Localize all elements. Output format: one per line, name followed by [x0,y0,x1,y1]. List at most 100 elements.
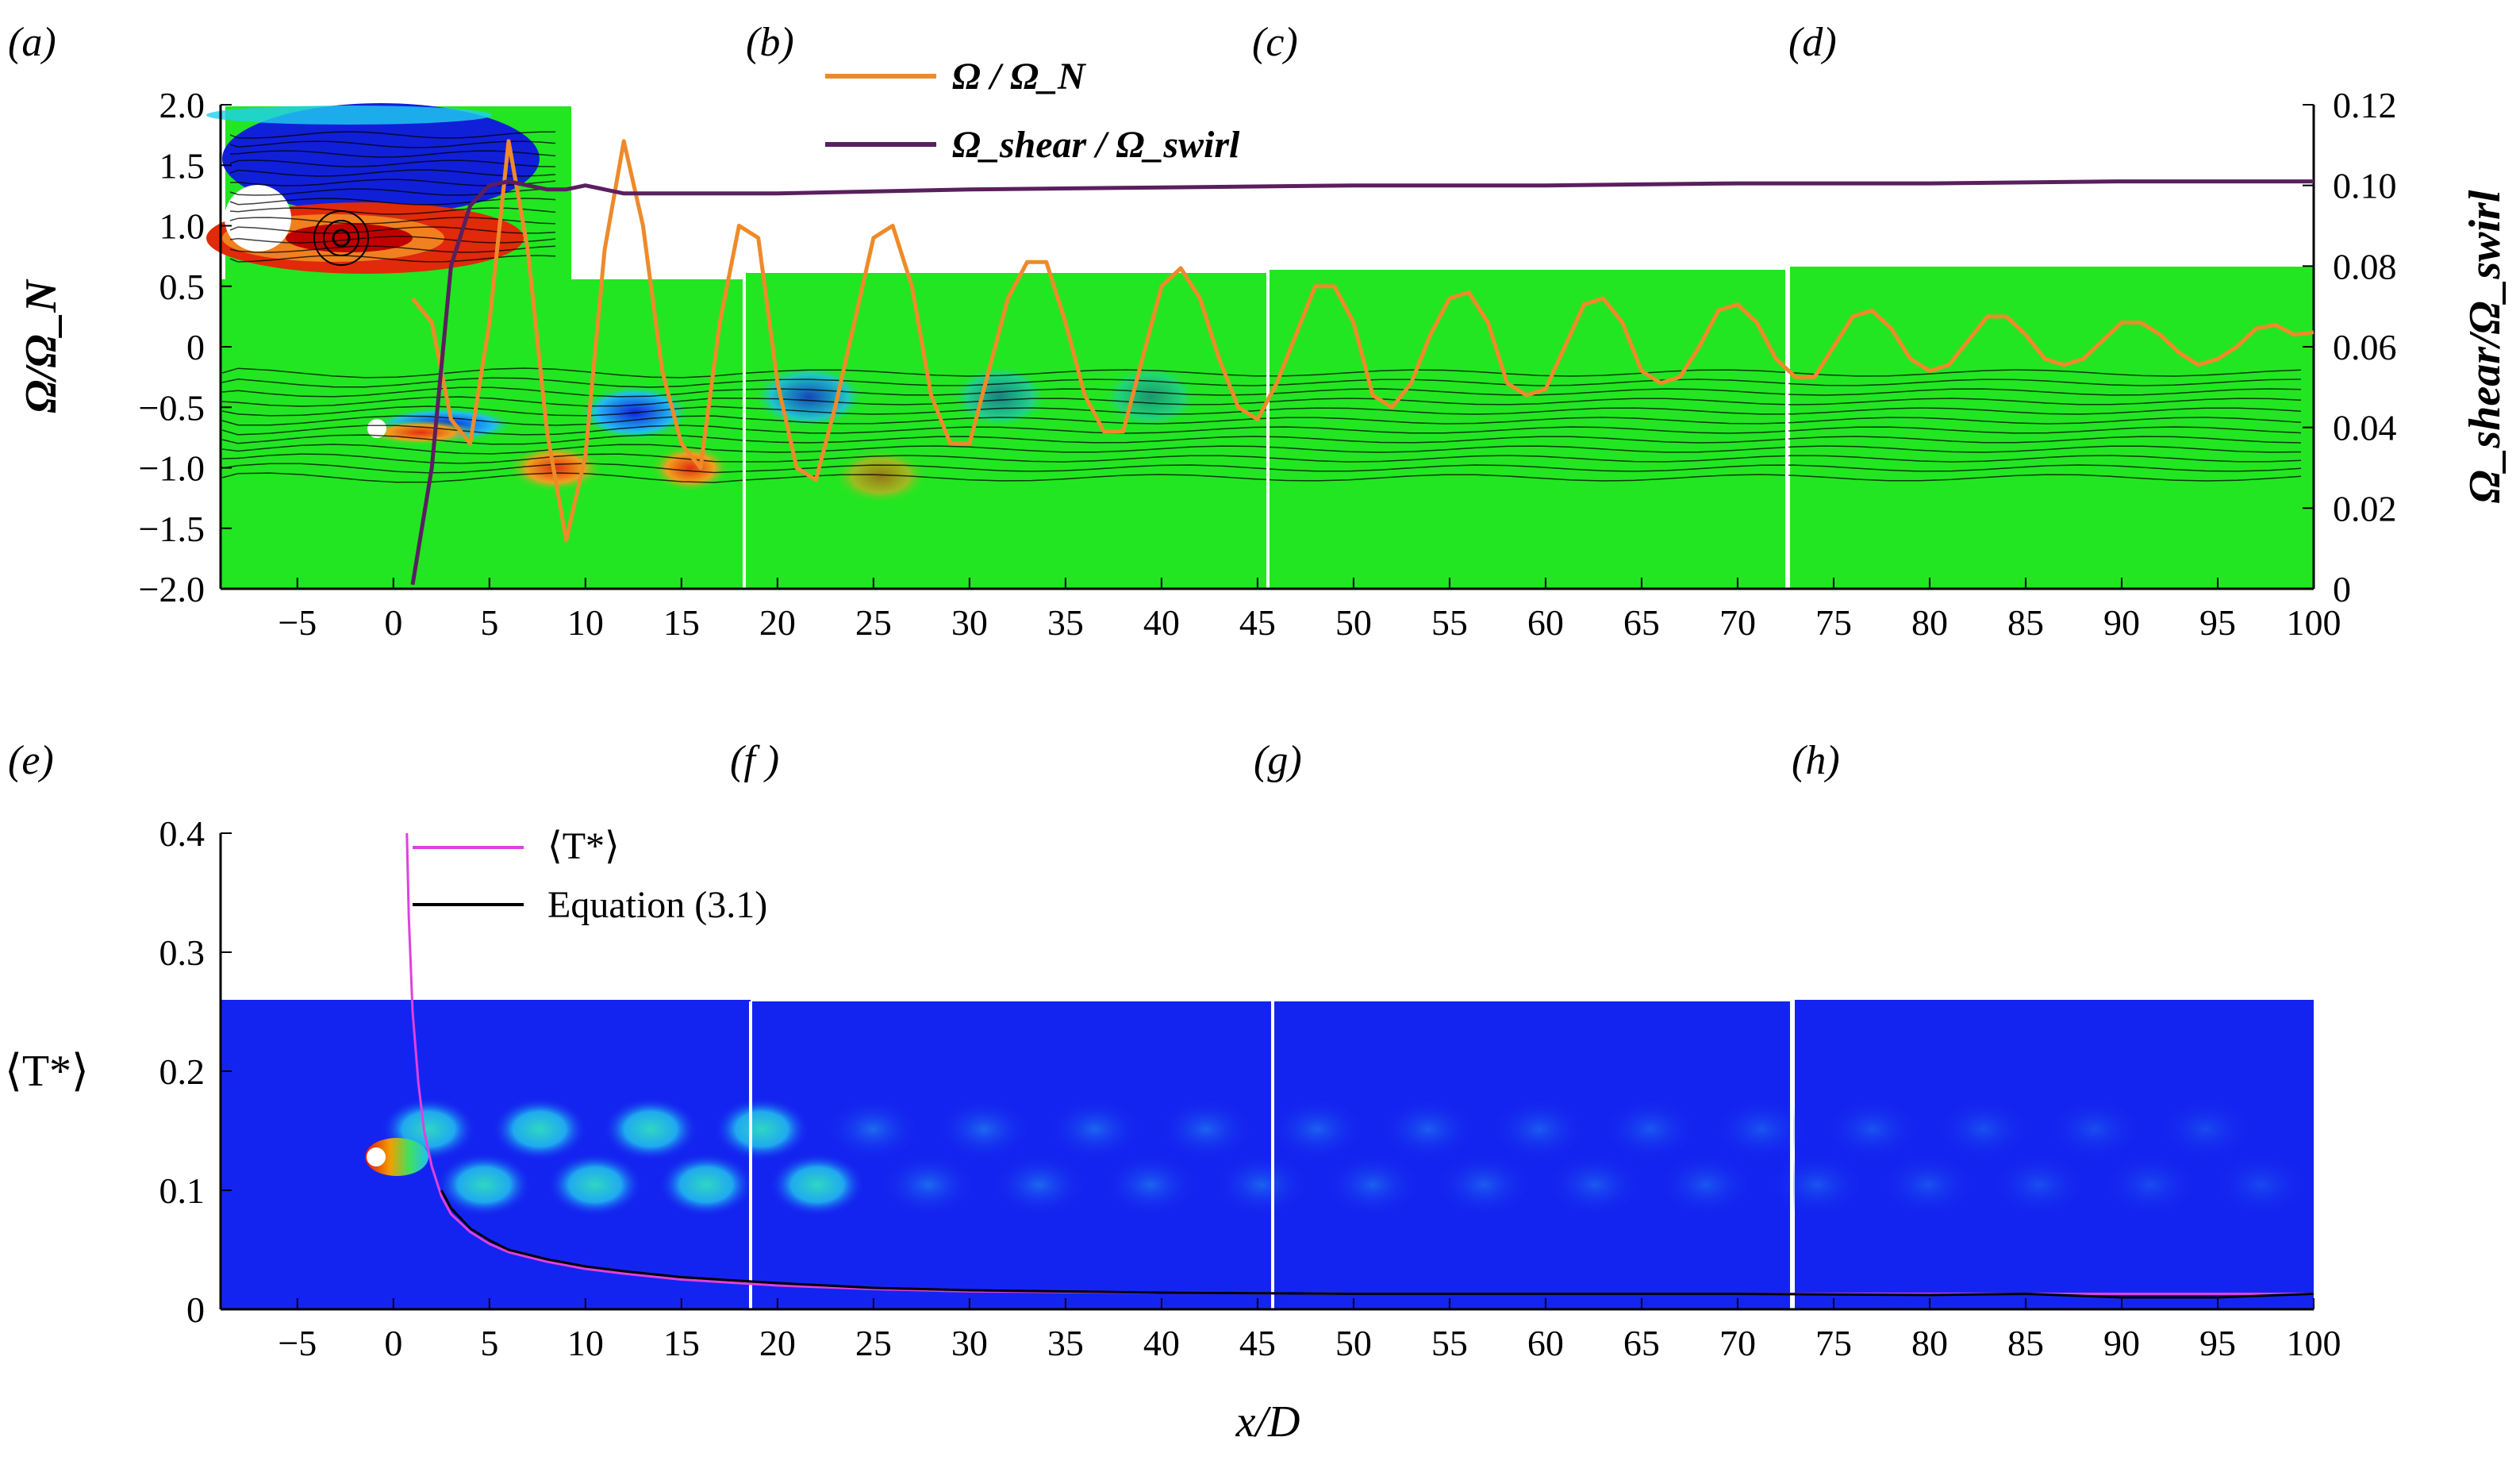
vortex-blob-4 [603,1097,698,1161]
vortex-blob-9 [881,1153,976,1216]
top-y-tick-label-8: 2.0 [159,85,206,125]
streamline-10 [221,463,2302,474]
panel-label-h: (h) [1792,738,1840,783]
vortex-blob-29 [1992,1153,2087,1216]
bottom-axes: −5 0 5 10 15 20 25 30 35 40 45 50 55 60 65 70 75 80 85 90 95… [159,813,2341,1363]
vortex-blob-3 [547,1153,643,1216]
inset-streamline-6 [229,188,556,196]
bottom-series-line-1 [440,1189,2314,1299]
inset-streamline-0 [229,131,556,139]
vortex-blob-1 [436,1153,532,1216]
top-x-tick-label-18: 85 [2007,602,2044,643]
top-x-tick-label-12: 55 [1431,602,1468,643]
vortex-blob-11 [992,1153,1087,1216]
vortex-blob-6 [714,1097,809,1161]
top-x-tick-label-20: 95 [2199,602,2236,643]
vortex-blob-26 [1825,1097,1920,1161]
top-x-tick-label-19: 90 [2103,602,2140,643]
top-ylabel-right: Ω_shear/Ω_swirl [2460,190,2510,503]
panel-label-g: (g) [1254,738,1302,783]
vortex-blob-13 [1103,1153,1198,1216]
top-axes: −5 0 5 10 15 20 25 30 35 40 45 50 55 60 65 70 75 80 85 90 95… [139,85,2397,643]
inset-streamline-3 [229,159,556,167]
top-x-tick-label-14: 65 [1623,602,1660,643]
panel-label-d: (d) [1788,20,1837,65]
inset-streamline-4 [229,169,556,177]
bottom-x-tick-label-6: 25 [855,1323,892,1363]
bottom-x-tick-label-18: 85 [2007,1323,2044,1363]
bottom-x-tick-label-9: 40 [1143,1323,1180,1363]
top-x-tick-label-9: 40 [1143,602,1180,643]
top-y2-tick-label-6: 0.12 [2333,85,2397,125]
top-x-tick-label-1: 0 [384,602,402,643]
top-legend: Ω / Ω_N Ω_shear / Ω_swirl [825,56,1240,166]
bottom-y-tick-label-4: 0.4 [159,813,206,854]
top-y-tick-label-5: 0.5 [159,267,206,307]
top-x-tick-label-17: 80 [1911,602,1948,643]
top-y-tick-label-6: 1.0 [159,206,206,247]
top-x-tick-label-7: 30 [951,602,988,643]
vortex-blob-21 [1547,1153,1642,1216]
top-x-tick-label-21: 100 [2287,602,2341,643]
bottom-x-tick-label-21: 100 [2287,1323,2341,1363]
top-y2-tick-label-5: 0.10 [2333,166,2397,206]
streamline-4 [221,405,2302,417]
top-y2-tick-label-4: 0.08 [2333,246,2397,286]
legend-eq: Equation (3.1) [547,884,767,926]
panel-label-b: (b) [746,20,794,65]
panel-label-a: (a) [8,20,56,65]
bottom-y-tick-label-1: 0.1 [159,1170,206,1211]
bottom-x-tick-label-3: 10 [567,1323,604,1363]
cylinder-main [367,419,386,438]
vortex-blob-28 [1936,1097,2031,1161]
bottom-y-tick-label-2: 0.2 [159,1051,206,1092]
inset-streamline-13 [229,255,556,263]
bottom-x-tick-label-1: 0 [384,1323,402,1363]
top-y-tick-label-0: −2.0 [139,569,205,609]
bottom-x-tick-label-20: 95 [2199,1323,2236,1363]
vortex-blob-5 [659,1153,754,1216]
legend-t: ⟨T*⟩ [547,825,620,867]
vortex-blob-12 [1047,1097,1143,1161]
top-x-tick-label-11: 50 [1335,602,1372,643]
bottom-xlabel: x/D [1235,1397,1300,1447]
bottom-ylabel: ⟨T*⟩ [5,1047,89,1096]
vortex-blob-22 [1603,1097,1698,1161]
top-y2-tick-label-0: 0 [2333,569,2351,609]
bottom-y-tick-label-0: 0 [186,1289,205,1330]
vortex-blob-24 [1714,1097,1809,1161]
vortex-blob-17 [1325,1153,1420,1216]
streamline-2 [221,386,2302,398]
bottom-x-tick-label-15: 70 [1719,1323,1756,1363]
bottom-x-tick-label-4: 15 [663,1323,700,1363]
top-x-tick-label-0: −5 [278,602,317,643]
top-x-tick-label-16: 75 [1815,602,1852,643]
legend-shear: Ω_shear / Ω_swirl [952,124,1240,166]
top-y2-tick-label-3: 0.06 [2333,327,2397,367]
bottom-x-tick-label-17: 80 [1911,1323,1948,1363]
top-y-tick-label-1: −1.5 [139,509,205,549]
top-ylabel-left: Ω/Ω_N [17,279,66,413]
bottom-x-tick-label-19: 90 [2103,1323,2140,1363]
streamline-3 [221,396,2302,407]
vortex-blob-31 [2103,1153,2198,1216]
vortex-blob-23 [1658,1153,1754,1216]
vortex-blob-19 [1436,1153,1531,1216]
streamline-1 [221,377,2302,388]
vortex-blob-20 [1492,1097,1587,1161]
inset-streamline-2 [229,150,556,158]
top-y-tick-label-7: 1.5 [159,145,206,186]
inset-streamline-12 [229,245,556,253]
bottom-y-tick-label-3: 0.3 [159,932,206,973]
vortex-blob-15 [1214,1153,1309,1216]
bottom-legend: ⟨T*⟩ Equation (3.1) [413,825,767,926]
top-x-tick-label-2: 5 [480,602,498,643]
cylinder-temp [367,1147,386,1166]
inset-streamline-5 [229,179,556,186]
bottom-x-tick-label-8: 35 [1047,1323,1084,1363]
vortex-blob-8 [825,1097,920,1161]
top-x-tick-label-8: 35 [1047,602,1084,643]
streamline-0 [221,367,2302,379]
bottom-x-tick-label-7: 30 [951,1323,988,1363]
top-y-tick-label-3: −0.5 [139,387,205,428]
